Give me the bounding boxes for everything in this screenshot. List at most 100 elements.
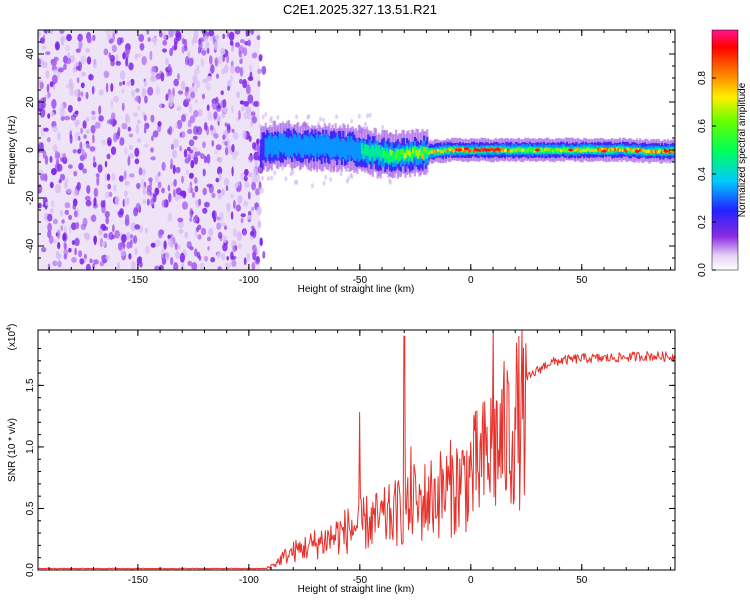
ridge-cell [348, 142, 351, 161]
noise-speck [137, 256, 143, 264]
noise-speck [50, 111, 55, 117]
noise-speck [184, 56, 190, 66]
noise-speck [155, 85, 160, 96]
noise-speck [357, 113, 361, 119]
noise-speck [147, 86, 154, 96]
ridge-cell [269, 134, 272, 153]
ridge-cell [272, 136, 275, 155]
noise-speck [60, 224, 63, 232]
noise-speck [139, 43, 145, 51]
noise-speck [56, 229, 61, 240]
snr-panel: -150 -100 -50 0 50 0.0 0.5 1.0 1.5 Height of st… [6, 324, 676, 595]
noise-speck [239, 58, 243, 64]
colorbar-tick-label: 0.6 [697, 119, 708, 133]
noise-speck [67, 52, 70, 57]
noise-speck [178, 221, 184, 229]
ridge-cell [524, 148, 527, 152]
ridge-hotspot [568, 148, 574, 152]
ridge-cell [325, 134, 328, 153]
noise-speck [134, 147, 140, 157]
noise-speck [110, 146, 117, 155]
ridge-cell [437, 149, 440, 152]
noise-speck [246, 252, 250, 262]
ridge-cell [331, 139, 334, 158]
noise-speck [168, 63, 171, 72]
ridge-cell [378, 146, 381, 166]
noise-speck [45, 201, 48, 207]
noise-speck [208, 228, 214, 237]
noise-speck [206, 153, 211, 164]
ridge-hotspot [663, 149, 669, 153]
noise-speck [155, 73, 162, 80]
noise-speck [202, 168, 206, 177]
ridge-cell [598, 148, 601, 152]
ridge-cell [264, 138, 267, 157]
noise-speck [72, 189, 79, 197]
noise-speck [175, 123, 178, 129]
noise-speck [173, 78, 179, 87]
noise-speck [159, 103, 162, 110]
noise-speck [50, 200, 55, 208]
noise-speck [71, 222, 77, 231]
noise-speck [116, 262, 120, 270]
ridge-cell [385, 148, 388, 159]
ridge-cell [434, 149, 437, 156]
noise-speck [68, 164, 73, 169]
ridge-cell [656, 150, 659, 154]
noise-speck [71, 257, 77, 263]
ridge-cell [359, 141, 362, 160]
noise-speck [42, 150, 47, 159]
noise-speck [188, 139, 195, 147]
noise-speck [115, 54, 119, 63]
noise-speck [194, 151, 198, 158]
noise-speck [210, 257, 216, 263]
noise-speck [121, 102, 125, 112]
noise-speck [85, 91, 89, 100]
ridge-cell [516, 148, 519, 152]
noise-speck [217, 166, 223, 175]
ridge-cell [528, 147, 531, 151]
ridge-cell [629, 147, 632, 151]
noise-speck [178, 244, 181, 251]
noise-speck [189, 181, 193, 187]
ridge-cell [583, 149, 586, 153]
noise-speck [259, 237, 263, 247]
noise-speck [203, 155, 208, 164]
noise-speck [69, 134, 73, 144]
noise-speck [224, 122, 228, 127]
noise-speck [157, 171, 161, 177]
noise-speck [242, 130, 247, 140]
ridge-cell [531, 147, 534, 151]
noise-speck [80, 127, 83, 135]
ridge-cell [648, 149, 651, 153]
noise-speck [230, 193, 235, 199]
noise-speck [123, 170, 127, 180]
noise-speck [135, 124, 139, 134]
spectrogram-y-label: Frequency (Hz) [7, 116, 18, 185]
ridge-cell [639, 148, 642, 152]
noise-speck [235, 151, 239, 156]
noise-speck [177, 90, 184, 95]
ridge-cell [354, 142, 357, 161]
noise-speck [221, 188, 225, 196]
noise-speck [231, 128, 235, 133]
y-tick-label: 1.5 [25, 378, 36, 392]
y-tick-label: -40 [25, 238, 36, 253]
noise-speck [193, 125, 199, 135]
ridge-cell [499, 148, 502, 152]
ridge-cell [441, 150, 444, 154]
ridge-cell [260, 139, 263, 168]
ridge-cell [449, 148, 452, 152]
noise-speck [63, 248, 69, 256]
noise-speck [188, 172, 194, 179]
noise-speck [117, 242, 123, 251]
ridge-cell [322, 134, 325, 153]
noise-speck [213, 216, 216, 223]
noise-speck [191, 38, 195, 47]
noise-speck [329, 177, 333, 182]
noise-speck [162, 48, 167, 53]
noise-speck [194, 99, 198, 104]
ridge-cell [622, 148, 625, 152]
ridge-cell [263, 132, 266, 161]
noise-speck [238, 50, 242, 58]
